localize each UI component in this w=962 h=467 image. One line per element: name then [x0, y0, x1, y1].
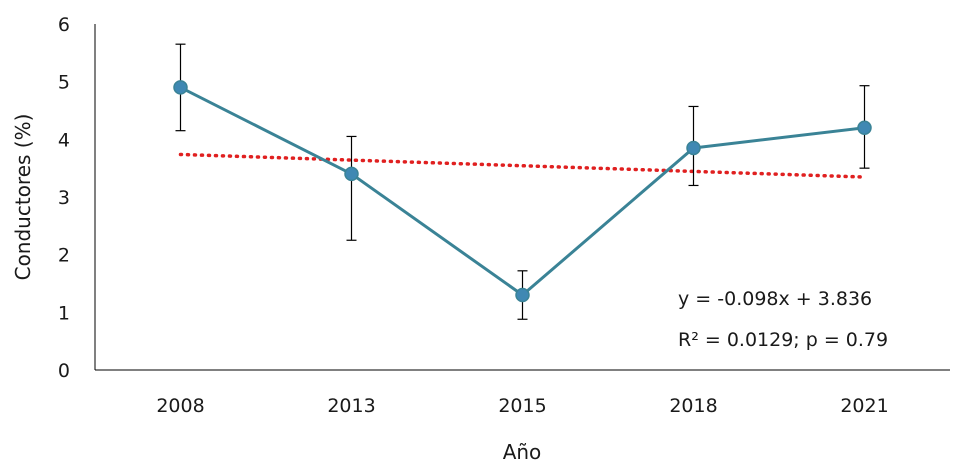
data-point — [344, 166, 359, 182]
series-line — [179, 86, 865, 297]
y-axis-title: Conductores (%) — [11, 114, 35, 281]
series-group — [173, 80, 872, 303]
y-tick-label: 3 — [58, 187, 70, 209]
error-bar — [346, 135, 357, 241]
trendline — [178, 152, 867, 179]
y-tick-label: 1 — [58, 302, 70, 324]
y-tick-label: 2 — [58, 245, 70, 267]
x-tick-label: 2013 — [327, 395, 375, 417]
x-tick-label: 2018 — [669, 395, 717, 417]
y-tick-labels: 0 1 2 3 4 5 6 — [58, 14, 70, 382]
x-tick-label: 2008 — [156, 395, 204, 417]
y-tick-label: 0 — [58, 360, 70, 382]
y-tick-label: 4 — [58, 129, 70, 151]
axes — [94, 24, 950, 371]
error-bars — [175, 43, 870, 320]
data-point — [173, 80, 188, 95]
x-tick-labels: 2008 2013 2015 2018 2021 — [156, 395, 888, 417]
x-tick-label: 2015 — [498, 395, 546, 417]
regression-stats: R² = 0.0129; p = 0.79 — [678, 329, 888, 351]
data-point — [686, 140, 701, 156]
x-tick-label: 2021 — [840, 395, 888, 417]
x-axis-title: Año — [503, 440, 542, 464]
data-point — [515, 287, 530, 303]
trendline-group — [178, 152, 867, 179]
data-point — [857, 120, 872, 136]
y-tick-label: 5 — [58, 72, 70, 94]
regression-equation: y = -0.098x + 3.836 — [678, 288, 872, 310]
y-tick-label: 6 — [58, 14, 70, 36]
